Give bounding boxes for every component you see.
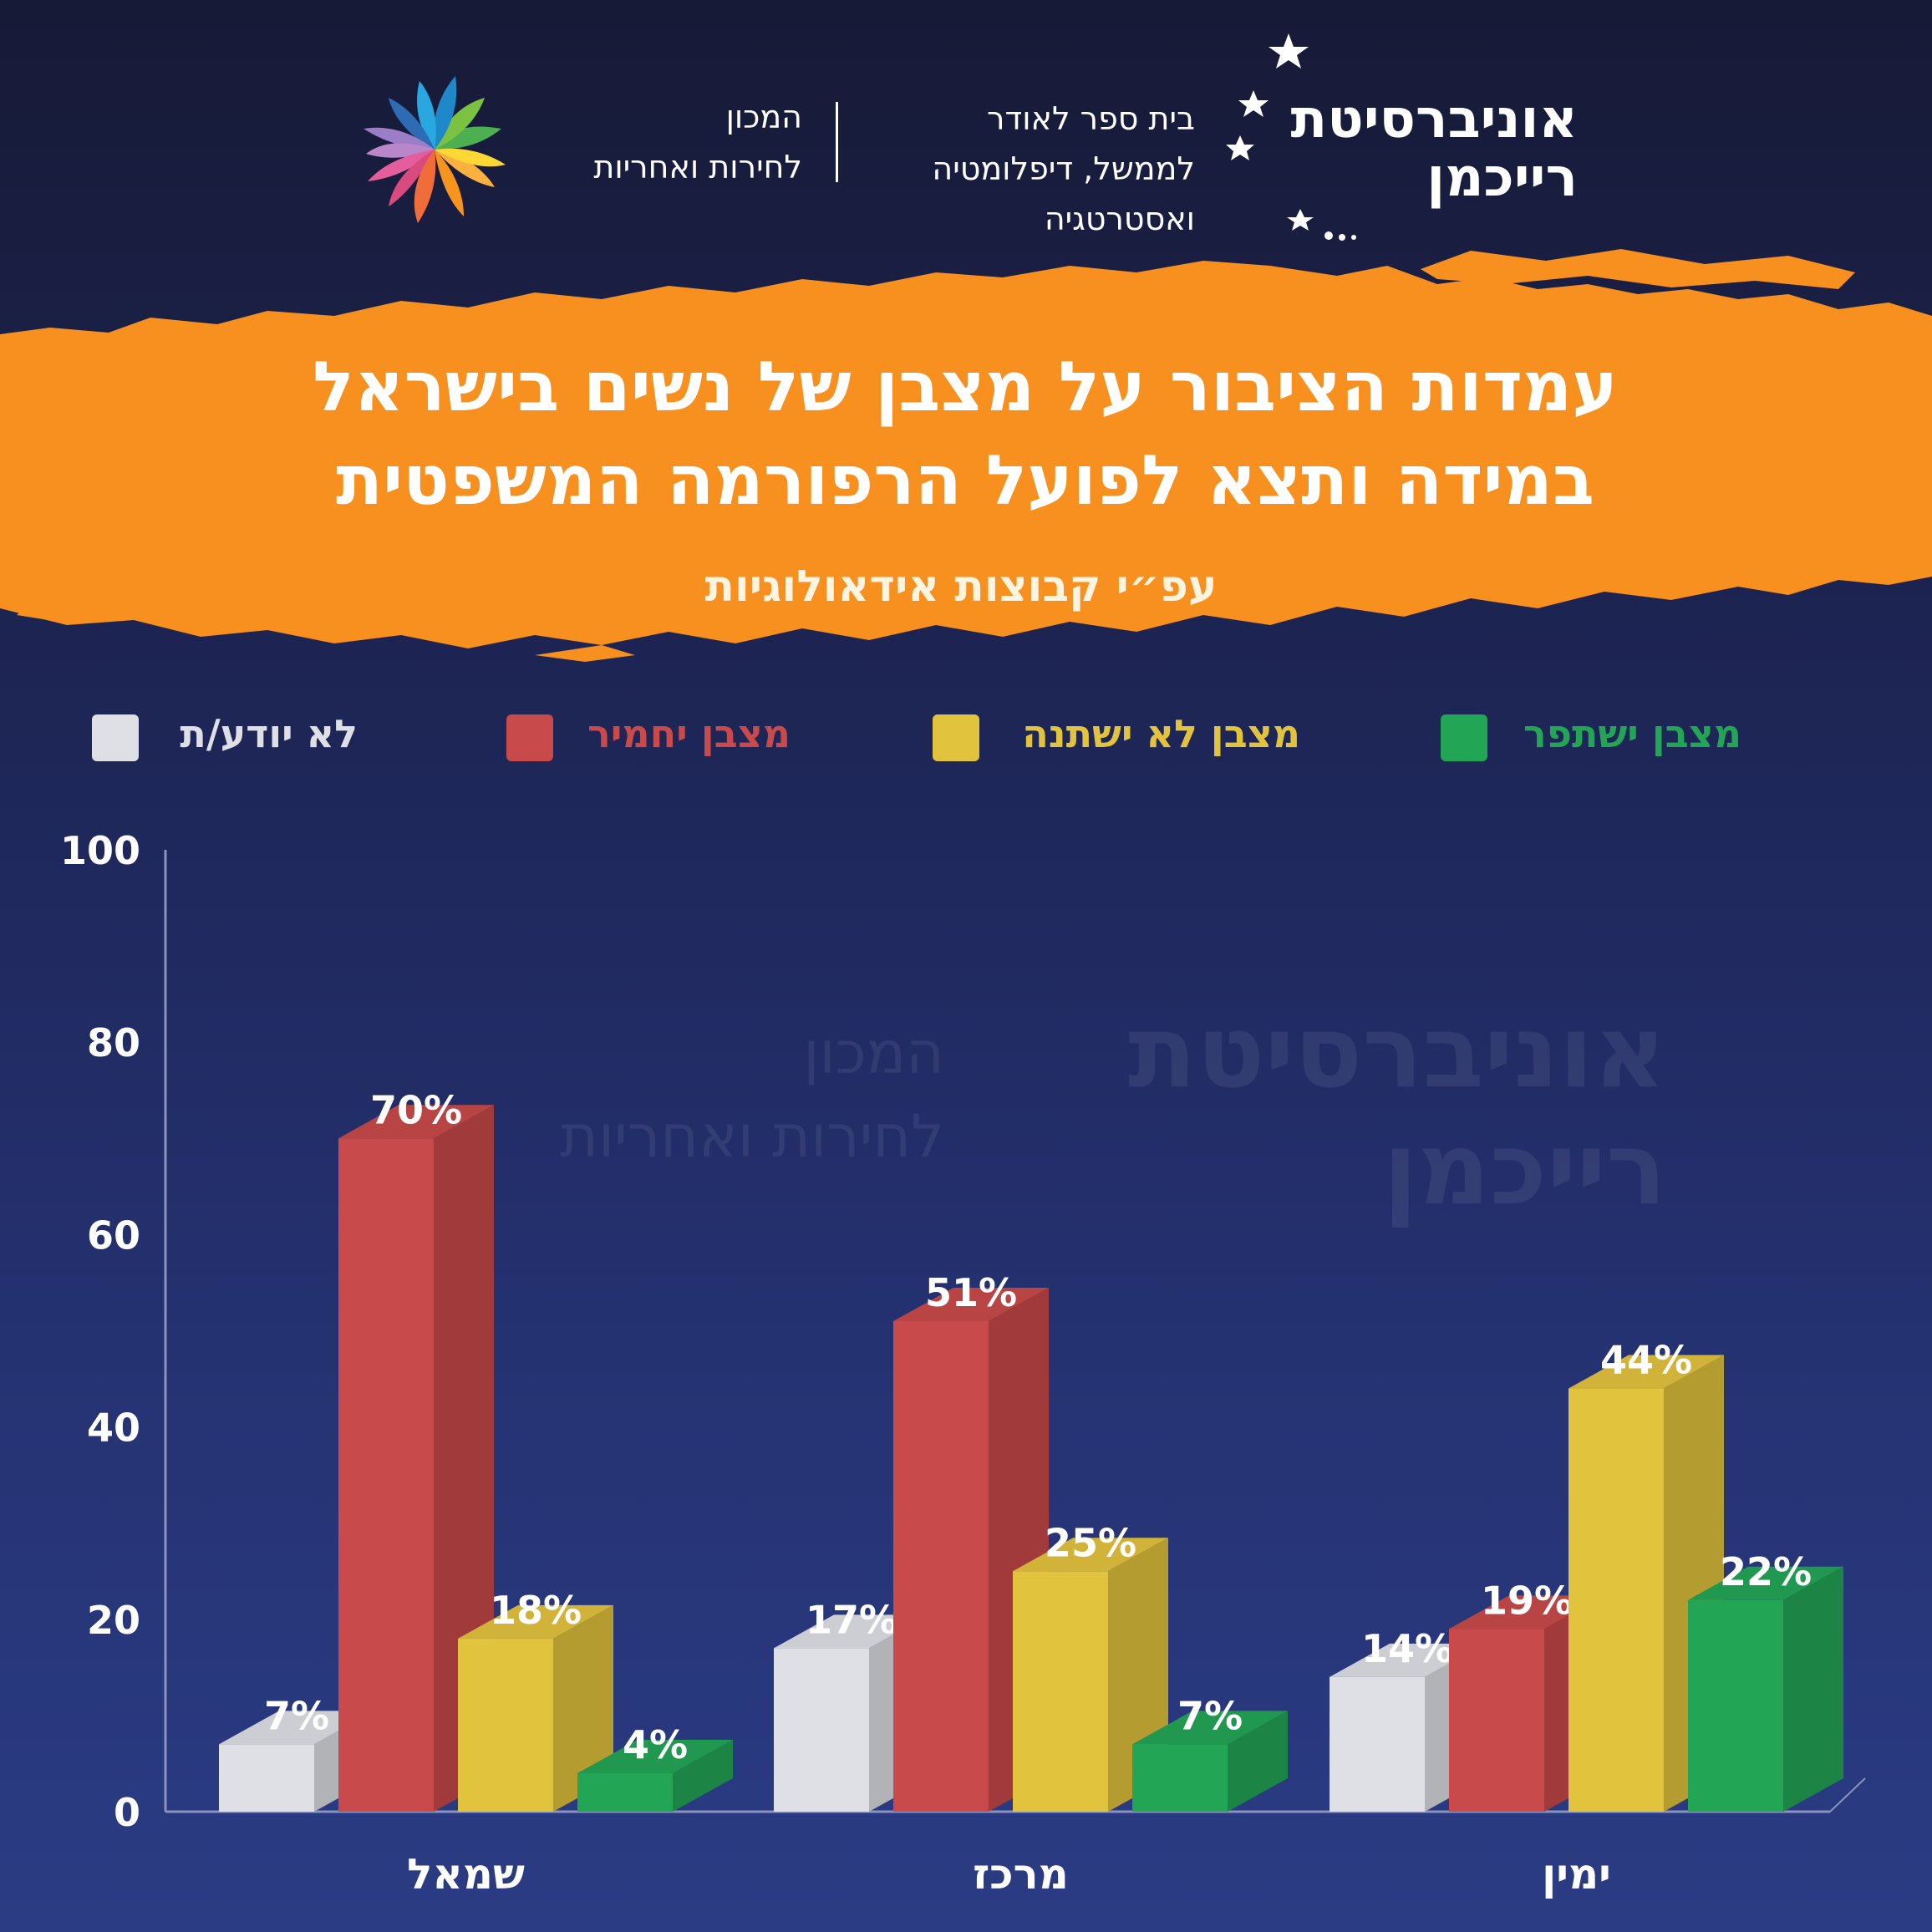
chart-title-line2: במידה ותצא לפועל הרפורמה המשפטית [336, 441, 1594, 521]
legend-item-worsen: מצבן יחמיר [506, 711, 791, 773]
header-divider [836, 102, 838, 182]
legend-label-worsen: מצבן יחמיר [587, 711, 791, 756]
bar-top [774, 1614, 929, 1649]
bar-top [1132, 1711, 1288, 1745]
bar-value-label: 17% [806, 1597, 897, 1642]
bar-top [1013, 1538, 1168, 1572]
bar [577, 1772, 673, 1812]
y-tick-label: 60 [87, 1213, 140, 1258]
school-line2: לממשל, דיפלומטיה [932, 150, 1195, 187]
bar [338, 1138, 434, 1812]
university-stars-icon [1226, 33, 1356, 241]
title-banner [0, 249, 1932, 662]
category-label: מרכז [973, 1850, 1069, 1899]
bar-top [1568, 1355, 1724, 1389]
chart-title: עמדות הציבור על מצבן של נשים בישראל במיד… [125, 341, 1805, 528]
legend-item-dont-know: לא יודע/ת [92, 711, 368, 773]
bar-value-label: 4% [623, 1722, 688, 1767]
legend-swatch-unchanged [933, 714, 979, 761]
bar [1013, 1571, 1108, 1812]
category-label: שמאל [407, 1850, 525, 1899]
bar [1330, 1676, 1425, 1812]
chart-title-line1: עמדות הציבור על מצבן של נשים בישראל [313, 348, 1618, 427]
bar [219, 1744, 314, 1812]
y-tick-label: 100 [60, 828, 140, 873]
category-label: ימין [1542, 1850, 1611, 1899]
bar-top [1330, 1643, 1485, 1677]
bar-top [1688, 1566, 1843, 1600]
bar-top [338, 1105, 494, 1139]
bar [1449, 1629, 1544, 1812]
y-tick-label: 40 [87, 1406, 140, 1451]
legend-swatch-dont-know [92, 714, 139, 761]
university-name-line1: אוניברסיטת [1290, 89, 1579, 150]
school-line1: בית ספר לאודר [987, 100, 1195, 137]
bar-value-label: 19% [1481, 1578, 1573, 1623]
bar-value-label: 7% [264, 1693, 329, 1738]
bar-top [219, 1711, 374, 1745]
chart-subtitle: עפ״י קבוצות אידאולוגיות [704, 562, 1218, 612]
bar [893, 1320, 989, 1812]
legend-swatch-worsen [506, 714, 553, 761]
watermark-institute: המכון לחירות ואחריות [560, 1019, 944, 1171]
bar [774, 1648, 869, 1812]
institute-line1: המכון [725, 99, 802, 135]
bar-value-label: 44% [1600, 1338, 1692, 1383]
legend-item-improve: מצבן ישתפר [1441, 711, 1741, 773]
y-tick-label: 0 [114, 1790, 140, 1835]
bar-side [1228, 1711, 1288, 1812]
bar [1688, 1599, 1783, 1812]
bar-top [893, 1287, 1049, 1321]
school-line3: ואסטרטגיה [1044, 201, 1195, 237]
bar-value-label: 14% [1361, 1626, 1453, 1671]
legend-swatch-improve [1441, 714, 1487, 761]
bar-value-label: 18% [490, 1588, 582, 1633]
university-name-line2: רייכמן [1426, 147, 1578, 209]
bar [458, 1638, 553, 1812]
bar [1132, 1744, 1228, 1812]
school-name: בית ספר לאודר לממשל, דיפלומטיה ואסטרטגיה [869, 94, 1195, 244]
institute-name: המכון לחירות ואחריות [518, 92, 802, 192]
bar-value-label: 7% [1177, 1693, 1243, 1738]
legend-item-unchanged: מצבן לא ישתנה [933, 711, 1300, 773]
x-axis-depth-line [1829, 1777, 1866, 1813]
y-tick-label: 80 [87, 1020, 140, 1065]
bar-side [673, 1739, 733, 1812]
bar-top [458, 1604, 613, 1639]
legend-label-unchanged: מצבן לא ישתנה [1022, 711, 1300, 756]
bar-value-label: 25% [1045, 1520, 1136, 1565]
bar [1568, 1388, 1664, 1812]
bar-top [1449, 1595, 1604, 1629]
university-name: אוניברסיטת רייכמן [1227, 89, 1579, 209]
institute-line2: לחירות ואחריות [593, 149, 802, 186]
watermark-university: אוניברסיטת רייכמן [1128, 994, 1667, 1228]
bar-value-label: 51% [925, 1270, 1017, 1315]
bar-value-label: 22% [1720, 1549, 1812, 1594]
legend-label-dont-know: לא יודע/ת [180, 711, 358, 756]
legend-label-improve: מצבן ישתפר [1523, 711, 1741, 756]
bar-value-label: 70% [370, 1087, 462, 1132]
bar-top [577, 1739, 733, 1773]
institute-logo-icon [364, 76, 506, 223]
bar-side [553, 1604, 613, 1812]
y-tick-label: 20 [87, 1598, 140, 1643]
bar-side [1783, 1566, 1843, 1812]
